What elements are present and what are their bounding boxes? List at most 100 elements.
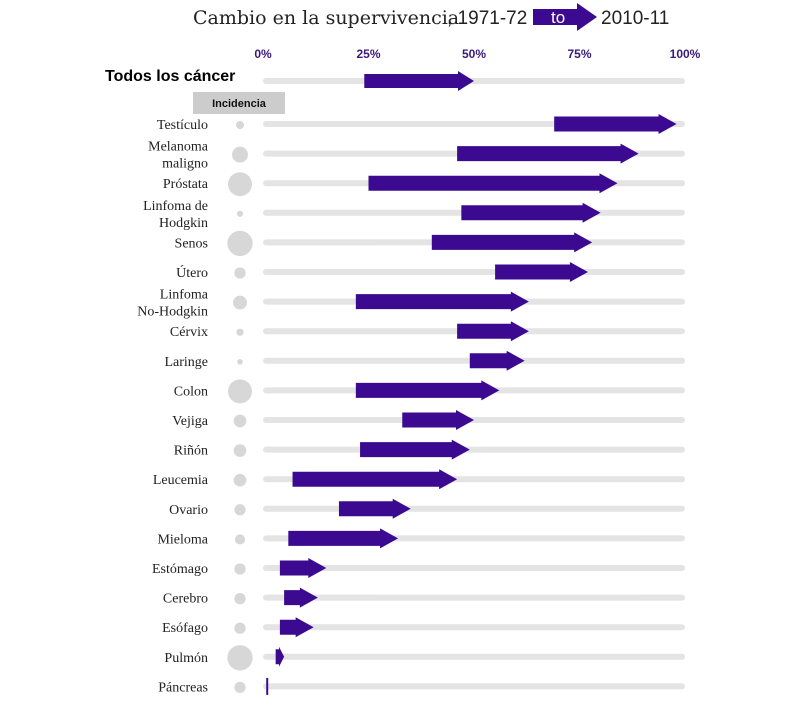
category-row: Riñón xyxy=(174,439,685,460)
row-track xyxy=(263,565,685,571)
row-track xyxy=(263,653,685,660)
row-track xyxy=(263,594,685,601)
incidence-bubble xyxy=(228,172,252,197)
category-label: Mieloma xyxy=(157,532,208,547)
survival-arrow xyxy=(355,291,529,312)
incidence-bubble xyxy=(227,645,253,671)
category-label: Leucemia xyxy=(153,473,209,488)
category-row: Útero xyxy=(176,262,685,282)
incidence-bubble xyxy=(234,563,246,575)
survival-arrow xyxy=(368,173,618,194)
incidence-bubble xyxy=(234,592,246,605)
legend-arrow-icon xyxy=(533,3,597,31)
survival-arrow xyxy=(360,439,470,460)
chart-title: Cambio en la supervivencia xyxy=(193,7,459,29)
legend-to-label: to xyxy=(551,8,565,27)
chart-legend: Cambio en la supervivencia , 1971-72 to … xyxy=(193,3,669,31)
category-row: Esófago xyxy=(162,617,685,638)
category-rows: Testículo Melanoma maligno Próstata Linfoma … xyxy=(137,114,685,695)
category-label: Pulmón xyxy=(164,651,208,666)
x-tick-label: 75% xyxy=(567,47,591,61)
category-label: Testículo xyxy=(157,118,208,133)
incidence-bubble xyxy=(233,444,247,457)
incidence-bubble xyxy=(236,210,244,217)
category-row: Melanoma maligno xyxy=(148,140,685,172)
category-row: Testículo xyxy=(157,114,685,134)
x-tick-label: 100% xyxy=(670,47,701,61)
incidence-bubble xyxy=(234,534,246,545)
row-track xyxy=(263,505,685,512)
survival-arrow xyxy=(457,321,529,342)
category-row: Mieloma xyxy=(157,528,685,549)
category-label: Estómago xyxy=(152,562,208,577)
category-label: Vejiga xyxy=(172,414,209,429)
survival-arrow xyxy=(292,469,458,490)
incidence-bubble xyxy=(233,295,247,310)
x-tick-label: 0% xyxy=(254,47,272,61)
incidence-header: Incidencia xyxy=(193,92,285,114)
category-row: Colon xyxy=(174,379,685,404)
survival-arrow xyxy=(554,114,677,134)
x-axis-ticks: 0% 25% 50% 75% 100% xyxy=(254,47,700,61)
row-track xyxy=(263,269,685,275)
incidence-bubble xyxy=(234,504,246,516)
survival-arrow xyxy=(355,380,500,401)
incidence-bubble xyxy=(233,473,247,487)
category-label: Colon xyxy=(174,384,208,399)
incidence-bubble xyxy=(234,681,246,694)
survival-arrow xyxy=(266,677,269,695)
survival-arrow xyxy=(284,587,318,608)
category-row: Cérvix xyxy=(170,321,685,342)
survival-arrow xyxy=(279,617,314,638)
survival-arrow xyxy=(495,262,588,282)
overall-label: Todos los cáncer xyxy=(105,68,235,85)
x-tick-label: 50% xyxy=(462,47,486,61)
category-row: Ovario xyxy=(169,498,685,519)
survival-arrow xyxy=(279,558,327,578)
category-label: Cérvix xyxy=(170,325,208,340)
category-label: Senos xyxy=(175,236,208,251)
incidence-header-box xyxy=(193,92,285,114)
category-label: Melanoma maligno xyxy=(148,140,209,172)
category-row: Leucemia xyxy=(153,469,685,490)
category-label: Linfoma No-Hodgkin xyxy=(137,288,209,320)
survival-arrow xyxy=(288,528,399,549)
category-label: Próstata xyxy=(163,177,209,192)
category-row: Senos xyxy=(175,230,685,257)
category-row: Páncreas xyxy=(158,677,685,695)
category-row: Linfoma No-Hodgkin xyxy=(137,288,685,320)
category-row: Pulmón xyxy=(164,645,685,671)
x-tick-label: 25% xyxy=(356,47,380,61)
category-label: Ovario xyxy=(169,503,208,518)
overall-row: Todos los cáncer xyxy=(105,68,685,91)
survival-arrow xyxy=(338,498,411,519)
survival-arrow xyxy=(469,350,525,371)
row-track xyxy=(263,683,685,690)
row-track xyxy=(263,624,685,631)
legend-start-year: , 1971-72 xyxy=(447,8,527,29)
category-label: Laringe xyxy=(164,355,208,370)
category-row: Linfoma de Hodgkin xyxy=(143,199,685,231)
incidence-bubble xyxy=(233,414,247,428)
incidence-bubble xyxy=(234,622,246,634)
category-row: Estómago xyxy=(152,558,685,578)
incidence-bubble xyxy=(234,267,246,279)
survival-arrow xyxy=(431,232,593,253)
incidence-bubble xyxy=(236,328,244,336)
category-row: Cerebro xyxy=(163,587,685,608)
incidence-header-label: Incidencia xyxy=(212,98,267,110)
legend-end-year: 2010-11 xyxy=(601,8,669,29)
row-track xyxy=(263,446,685,453)
survival-arrow xyxy=(402,410,474,430)
incidence-bubble xyxy=(228,379,252,404)
incidence-bubble xyxy=(236,121,244,129)
category-row: Laringe xyxy=(164,350,685,371)
category-row: Vejiga xyxy=(172,410,685,430)
incidence-bubble xyxy=(237,358,243,365)
survival-arrow xyxy=(275,646,285,667)
category-label: Riñón xyxy=(174,444,208,459)
incidence-bubble xyxy=(232,146,248,163)
category-label: Páncreas xyxy=(158,680,208,695)
category-label: Cerebro xyxy=(163,592,208,607)
